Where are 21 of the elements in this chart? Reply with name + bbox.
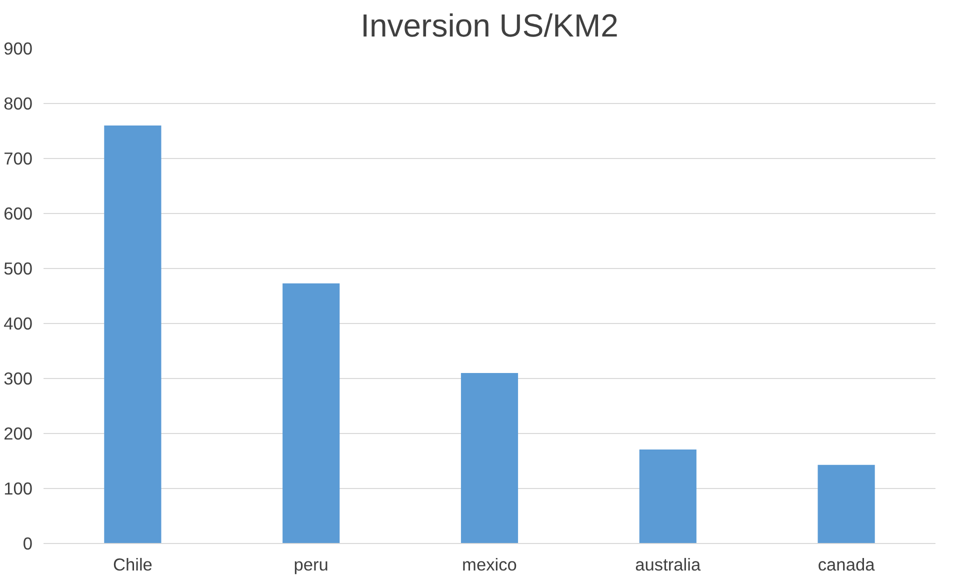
y-tick-label: 100 — [4, 478, 33, 498]
y-tick-label: 700 — [4, 148, 33, 168]
x-tick-label: australia — [635, 554, 702, 574]
bar — [639, 449, 696, 544]
y-tick-label: 0 — [22, 534, 33, 554]
bar — [460, 373, 518, 544]
y-tick-label: 800 — [4, 94, 33, 114]
bar — [282, 283, 340, 544]
y-tick-label: 900 — [4, 38, 33, 58]
y-tick-label: 500 — [4, 258, 33, 278]
x-tick-label: Chile — [112, 554, 152, 574]
x-tick-label: peru — [294, 554, 328, 574]
y-tick-label: 300 — [4, 368, 33, 388]
y-tick-label: 200 — [4, 424, 33, 444]
bar — [104, 126, 162, 544]
y-tick-label: 400 — [4, 314, 33, 334]
y-tick-label: 600 — [4, 204, 33, 224]
chart-title: Inversion US/KM2 — [360, 8, 618, 44]
x-tick-label: mexico — [462, 554, 517, 574]
bar — [818, 464, 875, 544]
x-tick-label: canada — [818, 554, 876, 574]
